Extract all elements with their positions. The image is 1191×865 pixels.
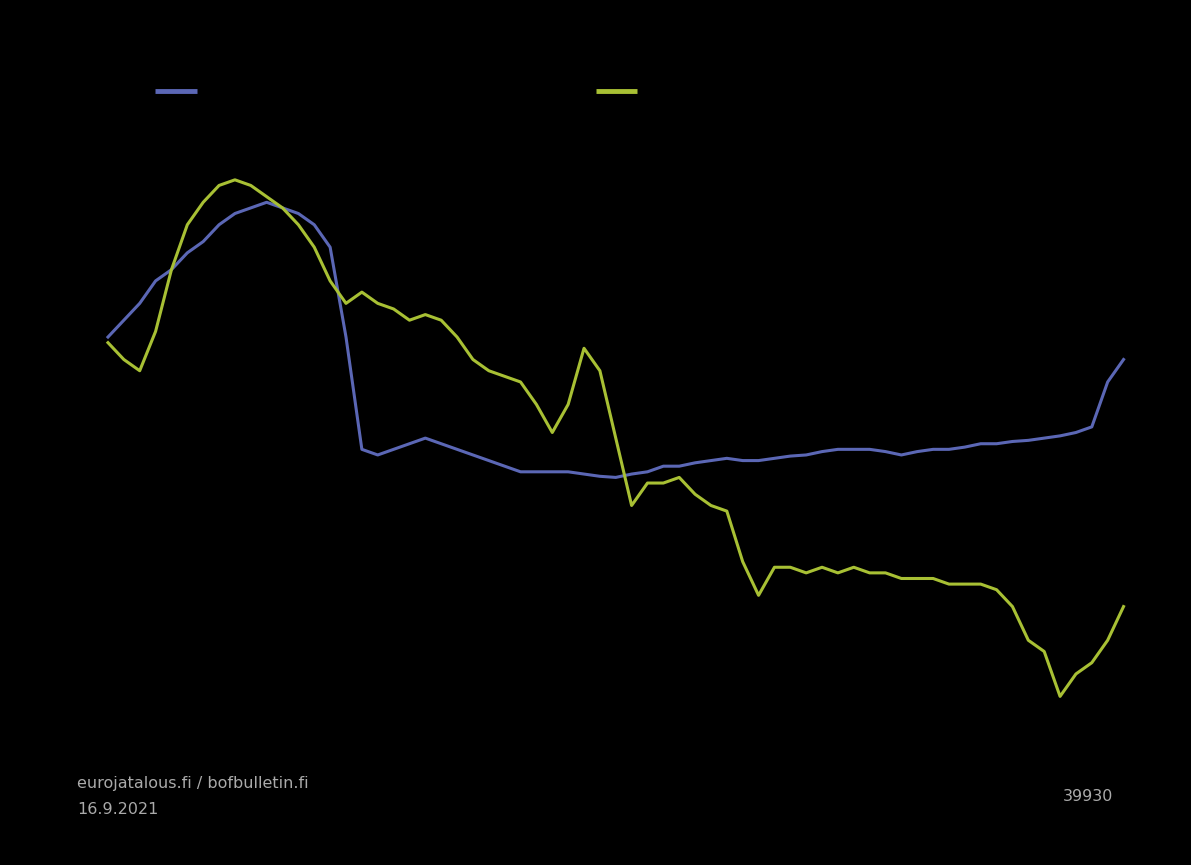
Text: 16.9.2021: 16.9.2021 xyxy=(77,803,158,817)
Text: 39930: 39930 xyxy=(1064,790,1114,804)
Text: eurojatalous.fi / bofbulletin.fi: eurojatalous.fi / bofbulletin.fi xyxy=(77,777,308,791)
